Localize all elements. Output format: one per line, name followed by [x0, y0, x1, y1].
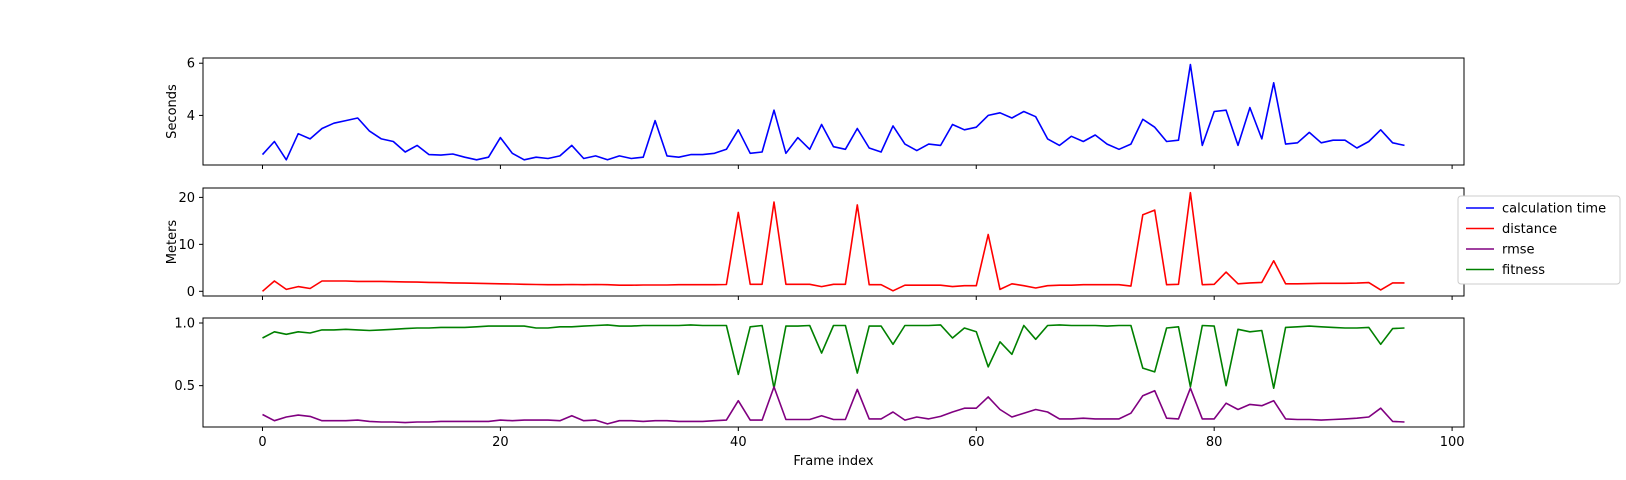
legend-box [1457, 195, 1621, 285]
axes-frame [202, 187, 1465, 297]
x-tick-label: 60 [968, 435, 985, 450]
x-tick-label: 0 [258, 435, 266, 450]
axes-frame [202, 57, 1465, 166]
panel-1: 4 6 Seconds [165, 57, 1465, 169]
legend-label: rmse [1502, 243, 1535, 258]
panel-2: 0 10 20 Meters [165, 187, 1465, 300]
y-axis-label: Meters [165, 220, 180, 265]
y-tick-label: 4 [187, 109, 195, 124]
panel-3: 0.5 1.0 0 20 40 60 80 100 Frame index [174, 317, 1464, 469]
series-line-distance [261, 191, 1405, 292]
series-line-calculation-time [261, 63, 1405, 161]
y-tick-label: 6 [187, 57, 195, 72]
y-tick-label: 0.5 [174, 379, 195, 394]
series-line-rmse [262, 386, 1405, 425]
y-tick-label: 20 [178, 191, 195, 206]
y-tick-label: 0 [187, 285, 195, 300]
x-tick-label: 100 [1440, 435, 1465, 450]
x-tick-label: 80 [1206, 435, 1223, 450]
legend-label: distance [1502, 222, 1557, 237]
y-axis-label: Seconds [165, 84, 180, 139]
x-axis-label: Frame index [793, 454, 874, 469]
y-tick-label: 10 [178, 238, 195, 253]
series-line-fitness [262, 324, 1405, 390]
x-tick-label: 40 [730, 435, 747, 450]
legend-label: calculation time [1502, 202, 1606, 217]
legend-label: fitness [1502, 263, 1545, 278]
x-tick-label: 20 [492, 435, 509, 450]
axes-frame [202, 317, 1465, 428]
y-tick-label: 1.0 [174, 317, 195, 332]
legend: calculation time distance rmse fitness [1457, 195, 1621, 285]
